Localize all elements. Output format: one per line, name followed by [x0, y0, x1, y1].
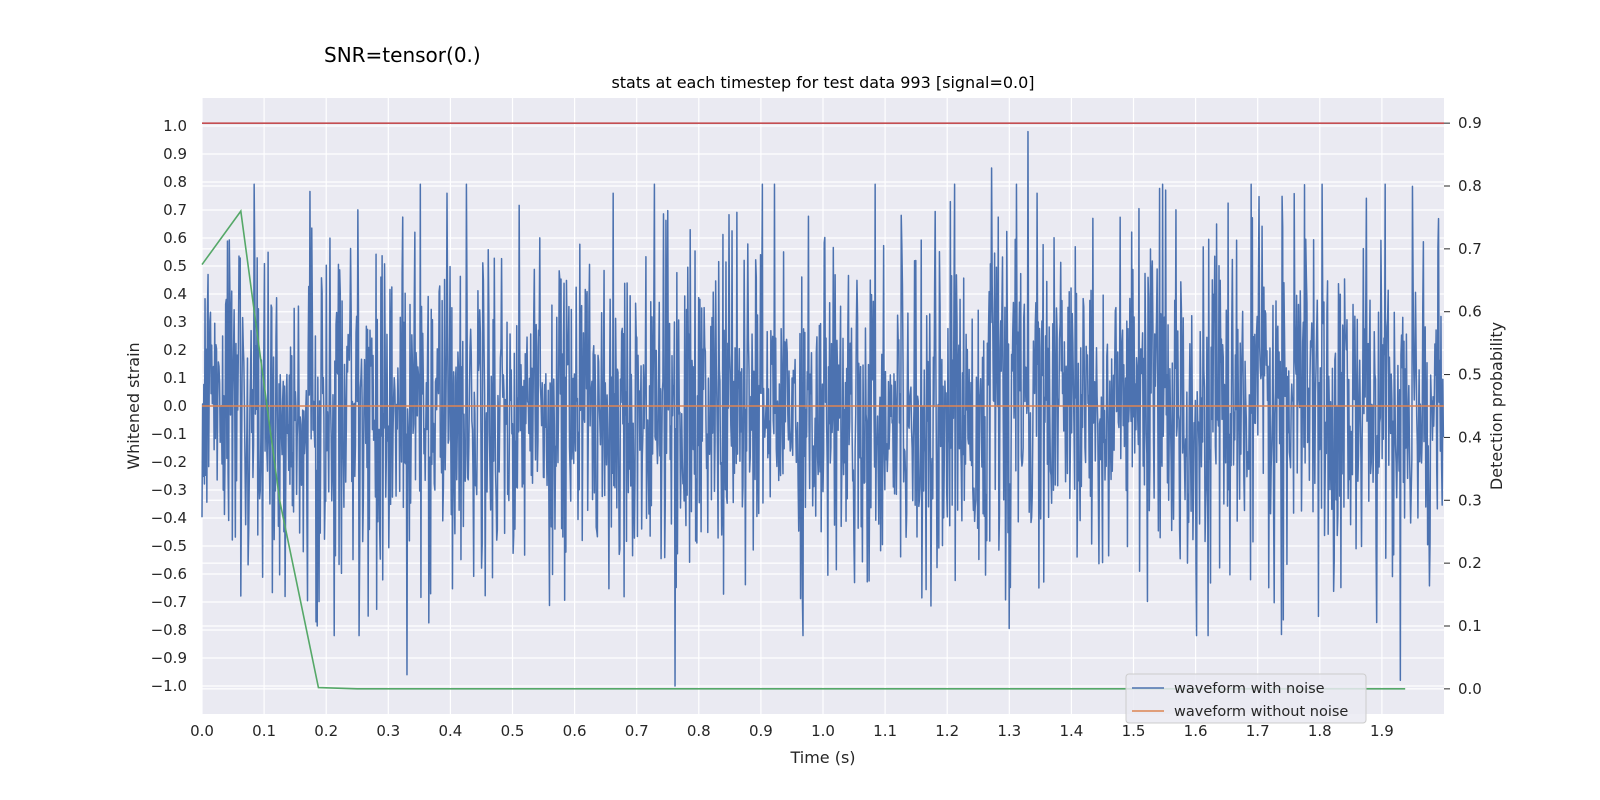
y-tick-label: 0.9	[163, 145, 187, 163]
y-tick-label: −0.3	[151, 481, 187, 499]
series-line-waveform-with-noise	[201, 130, 1445, 687]
x-tick-label: 1.9	[1370, 722, 1394, 740]
x-tick-label: 1.1	[873, 722, 897, 740]
x-tick-label: 1.7	[1246, 722, 1270, 740]
y2-tick-label: 0.4	[1458, 428, 1482, 446]
y2-tick-label: 0.5	[1458, 366, 1482, 384]
y-tick-label: 0.4	[163, 285, 187, 303]
x-tick-label: 0.0	[190, 722, 214, 740]
x-tick-label: 1.6	[1184, 722, 1208, 740]
x-tick-label: 0.1	[252, 722, 276, 740]
y-tick-label: −0.7	[151, 593, 187, 611]
y-tick-label: −0.5	[151, 537, 187, 555]
y-tick-label: 0.8	[163, 173, 187, 191]
y-tick-label: −0.8	[151, 621, 187, 639]
y-axis-label: Whitened strain	[124, 342, 143, 469]
y-tick-label: 0.5	[163, 257, 187, 275]
legend: waveform with noise waveform without nois…	[1125, 673, 1367, 724]
y-tick-label: 0.1	[163, 369, 187, 387]
x-tick-label: 0.2	[314, 722, 338, 740]
y2-axis-label: Detection probability	[1487, 322, 1506, 490]
y-tick-label: −1.0	[151, 677, 187, 695]
y-tick-label: 1.0	[163, 117, 187, 135]
x-tick-label: 0.7	[625, 722, 649, 740]
x-tick-label: 0.3	[376, 722, 400, 740]
x-tick-label: 0.6	[563, 722, 587, 740]
y2-tick-label: 0.0	[1458, 680, 1482, 698]
y-tick-label: −0.1	[151, 425, 187, 443]
axis-ticks: 0.0 0.1 0.2 0.3 0.4 0.5 0.6 0.7 0.8 0.9 1.0 1.1 1.2 1…	[151, 114, 1482, 740]
y-tick-label: 0.6	[163, 229, 187, 247]
x-tick-label: 0.4	[438, 722, 462, 740]
x-tick-label: 1.3	[997, 722, 1021, 740]
y-tick-label: −0.6	[151, 565, 187, 583]
x-tick-label: 0.9	[749, 722, 773, 740]
y2-tick-label: 0.1	[1458, 617, 1482, 635]
legend-box	[1125, 673, 1367, 724]
x-tick-label: 1.4	[1059, 722, 1083, 740]
chart-title: stats at each timestep for test data 993…	[611, 73, 1034, 92]
y-tick-label: −0.2	[151, 453, 187, 471]
y-tick-label: 0.2	[163, 341, 187, 359]
y2-tick-label: 0.8	[1458, 177, 1482, 195]
x-tick-label: 1.2	[935, 722, 959, 740]
x-tick-label: 1.5	[1122, 722, 1146, 740]
y-tick-label: 0.3	[163, 313, 187, 331]
legend-label: waveform without noise	[1174, 704, 1348, 720]
y-tick-label: 0.0	[163, 397, 187, 415]
x-tick-label: 1.8	[1308, 722, 1332, 740]
y-tick-label: 0.7	[163, 201, 187, 219]
y2-tick-label: 0.3	[1458, 491, 1482, 509]
y-tick-label: −0.4	[151, 509, 187, 527]
chart-suptitle: SNR=tensor(0.)	[324, 43, 481, 67]
y2-tick-label: 0.9	[1458, 114, 1482, 132]
y2-tick-label: 0.2	[1458, 554, 1482, 572]
y2-tick-label: 0.7	[1458, 240, 1482, 258]
y-tick-label: −0.9	[151, 649, 187, 667]
y2-tick-label: 0.6	[1458, 303, 1482, 321]
x-tick-label: 0.8	[687, 722, 711, 740]
legend-label: waveform with noise	[1174, 681, 1325, 697]
x-tick-label: 0.5	[501, 722, 525, 740]
x-tick-label: 1.0	[811, 722, 835, 740]
x-axis-label: Time (s)	[789, 748, 855, 767]
